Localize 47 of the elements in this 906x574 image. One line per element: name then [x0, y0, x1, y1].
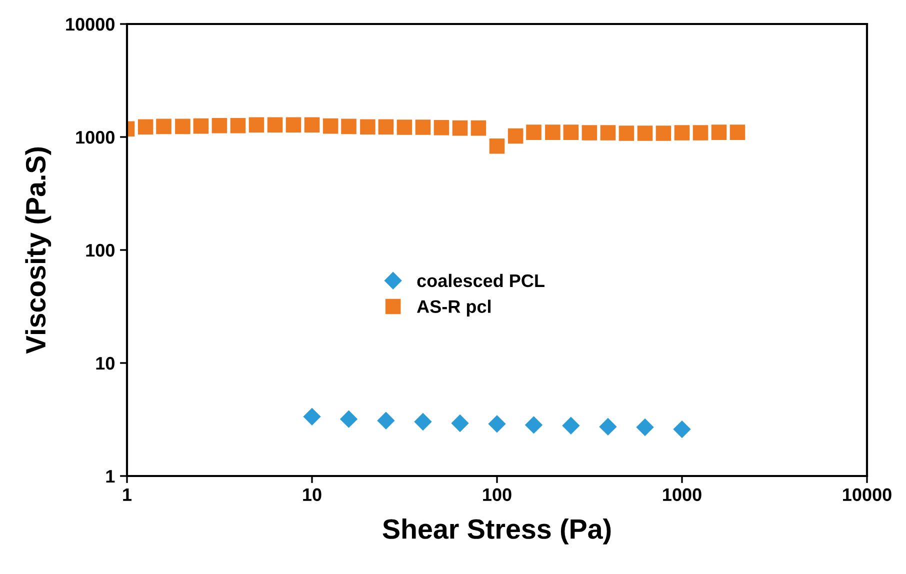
x-tick-label: 1000: [663, 488, 702, 502]
point: [711, 124, 727, 140]
point: [360, 119, 376, 134]
y-tick-label: 1000: [76, 130, 114, 144]
y-axis-title: Viscosity (Pa.S): [25, 147, 52, 354]
point: [489, 138, 505, 154]
legend-label: AS-R pcl: [416, 300, 490, 317]
y-tick-label: 100: [86, 244, 114, 257]
point: [582, 125, 598, 140]
legend-label: coalesced PCL: [417, 274, 544, 288]
point: [526, 124, 542, 140]
point: [563, 124, 579, 140]
point: [637, 126, 653, 141]
point: [508, 128, 524, 144]
point: [193, 118, 209, 134]
point: [545, 124, 560, 140]
point: [322, 118, 338, 134]
point: [138, 119, 154, 134]
point: [212, 118, 228, 134]
x-tick-label: 100: [483, 488, 512, 502]
x-tick-label: 10000: [843, 488, 892, 502]
point: [452, 120, 468, 136]
y-tick-label: 10: [96, 356, 114, 370]
point: [267, 117, 283, 133]
point: [378, 119, 394, 134]
point: [618, 126, 634, 141]
point: [304, 117, 320, 133]
point: [730, 124, 746, 140]
point: [175, 118, 190, 134]
point: [600, 125, 616, 140]
x-tick-label: 1: [123, 488, 132, 501]
point: [230, 118, 246, 134]
y-tick-label: 10000: [66, 18, 114, 31]
point: [470, 120, 486, 136]
y-tick-label: 1: [106, 470, 115, 483]
point: [396, 120, 412, 135]
point: [692, 125, 708, 140]
point: [156, 118, 172, 134]
point: [674, 125, 690, 140]
point: [415, 120, 431, 135]
point: [286, 117, 302, 133]
x-tick-label: 10: [303, 488, 322, 502]
point: [656, 126, 672, 141]
point: [248, 117, 264, 133]
point: [341, 118, 356, 134]
x-axis-title: Shear Stress (Pa): [382, 518, 611, 544]
point: [434, 120, 450, 136]
